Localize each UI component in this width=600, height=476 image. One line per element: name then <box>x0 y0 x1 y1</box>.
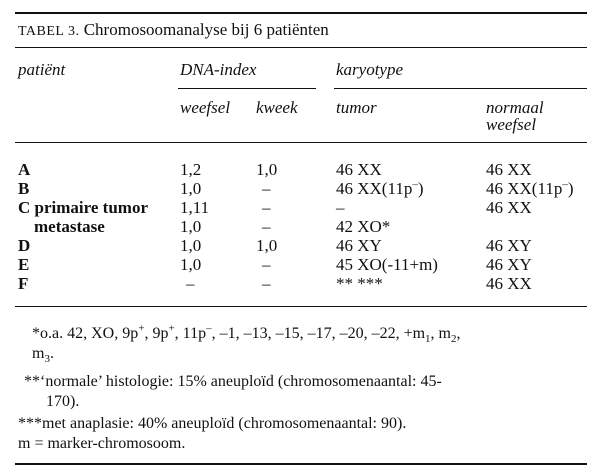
cell-weefsel-d: 1,0 <box>180 236 202 255</box>
fn1-sub-3: 3 <box>44 353 50 366</box>
fn1-sup-2: + <box>168 322 175 335</box>
normaal-b-end: ) <box>567 179 574 198</box>
normaal-b-text: 46 XX(11p <box>486 179 563 198</box>
header-kweek: kweek <box>256 98 298 117</box>
fn1-d: , –1, –13, –15, –17, –20, –22, +m <box>211 325 426 342</box>
cell-normaal-d: 46 XY <box>486 236 532 255</box>
fn1-a: *o.a. 42, XO, 9p <box>32 325 139 342</box>
cell-weefsel-f: – <box>186 274 195 293</box>
header-patient: patiënt <box>18 60 66 79</box>
fn1-b: , 9p <box>144 325 169 342</box>
header-karyotype: karyotype <box>336 60 404 79</box>
cell-patient-d: D <box>18 236 31 255</box>
cell-patient-c: C primaire tumor <box>18 198 148 217</box>
footnote-karyotype: *o.a. 42, XO, 9p+, 9p+, 11p–, –1, –13, –… <box>32 322 582 366</box>
footnote-anaplasie: ***met anaplasie: 40% aneuploïd (chromos… <box>18 415 407 432</box>
footnote-marker: m = marker-chromosoom. <box>18 435 186 452</box>
cell-normaal-f: 46 XX <box>486 274 532 293</box>
table-label: TABEL 3. <box>18 24 80 39</box>
header-normaal-weefsel: weefsel <box>486 115 537 134</box>
fn1-f: , <box>456 325 461 342</box>
cell-kweek-metastase: – <box>262 217 271 236</box>
fn1-c: , 11p <box>174 325 207 342</box>
cell-tumor-metastase: 42 XO* <box>336 217 391 236</box>
cell-tumor-f: ** *** <box>336 274 383 293</box>
cell-patient-e: E <box>18 255 30 274</box>
header-tumor: tumor <box>336 98 377 117</box>
cell-weefsel-a: 1,2 <box>180 160 202 179</box>
cell-kweek-d: 1,0 <box>256 236 278 255</box>
fn1-g: m <box>32 345 45 362</box>
fn1-sub-2: 2 <box>450 333 457 346</box>
cell-tumor-c: – <box>336 198 345 217</box>
fn2-b: 170). <box>46 393 80 410</box>
cell-patient-b: B <box>18 179 30 198</box>
cell-normaal-e: 46 XY <box>486 255 532 274</box>
fn1-sup-1: + <box>138 322 145 335</box>
cell-kweek-b: – <box>262 179 271 198</box>
header-normaal: normaal <box>486 98 544 117</box>
cell-weefsel-e: 1,0 <box>180 255 202 274</box>
cell-kweek-f: – <box>262 274 271 293</box>
fn1-sup-3: – <box>206 322 212 335</box>
tumor-b-end: ) <box>417 179 424 198</box>
body-bottom-rule <box>15 306 587 307</box>
normaal-b-sup: – <box>562 178 568 191</box>
header-rule-karyotype <box>334 88 587 89</box>
cell-weefsel-metastase: 1,0 <box>180 217 202 236</box>
fn2-a: **‘normale’ histologie: 15% aneuploïd (c… <box>24 373 442 390</box>
table-top-rule <box>15 12 587 14</box>
header-weefsel: weefsel <box>180 98 231 117</box>
cell-tumor-e: 45 XO(-11+m) <box>336 255 438 274</box>
table-bottom-rule <box>15 463 587 465</box>
cell-weefsel-c: 1,11 <box>180 198 210 217</box>
cell-tumor-a: 46 XX <box>336 160 382 179</box>
fn1-sub-1: 1 <box>425 333 431 346</box>
cell-normaal-c: 46 XX <box>486 198 532 217</box>
cell-kweek-e: – <box>262 255 271 274</box>
cell-weefsel-b: 1,0 <box>180 179 202 198</box>
header-bottom-rule <box>15 142 587 143</box>
cell-patient-f: F <box>18 274 29 293</box>
cell-patient-a: A <box>18 160 31 179</box>
table-caption: Chromosoomanalyse bij 6 patiënten <box>83 20 329 39</box>
cell-patient-metastase: metastase <box>34 217 105 236</box>
fn1-h: . <box>49 345 54 362</box>
tumor-b-text: 46 XX(11p <box>336 179 413 198</box>
cell-kweek-a: 1,0 <box>256 160 278 179</box>
cell-kweek-c: – <box>262 198 271 217</box>
table-title: TABEL 3. Chromosoomanalyse bij 6 patiënt… <box>18 20 329 40</box>
header-rule-dna <box>178 88 316 89</box>
cell-normaal-a: 46 XX <box>486 160 532 179</box>
fn1-e: , m <box>430 325 451 342</box>
tumor-b-sup: – <box>412 178 418 191</box>
header-dna-index: DNA-index <box>180 60 257 79</box>
cell-normaal-b: 46 XX(11p–) <box>486 179 574 199</box>
title-rule <box>15 47 587 48</box>
footnote-normale-histologie: **‘normale’ histologie: 15% aneuploïd (c… <box>24 372 589 412</box>
cell-tumor-d: 46 XY <box>336 236 382 255</box>
cell-tumor-b: 46 XX(11p–) <box>336 179 424 199</box>
